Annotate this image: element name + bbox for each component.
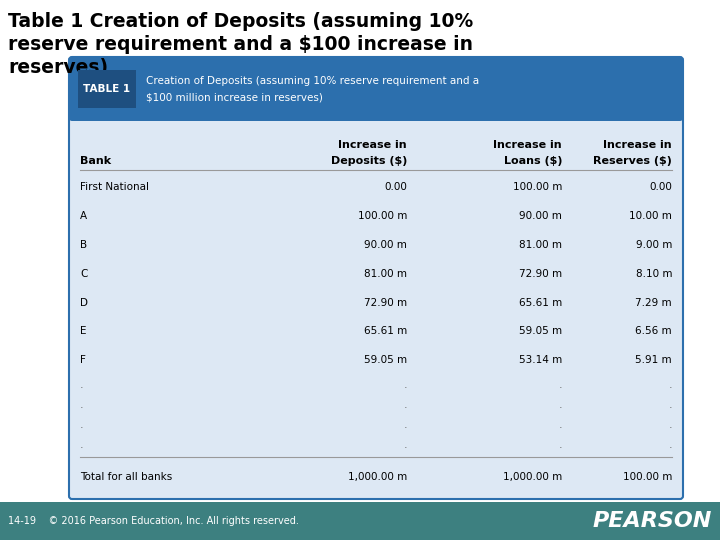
Text: 65.61 m: 65.61 m <box>518 298 562 308</box>
Bar <box>0 502 720 540</box>
Text: 100.00 m: 100.00 m <box>513 183 562 192</box>
Text: 0.00: 0.00 <box>649 183 672 192</box>
Text: 72.90 m: 72.90 m <box>364 298 407 308</box>
Text: F: F <box>80 355 86 366</box>
Text: 90.00 m: 90.00 m <box>519 211 562 221</box>
Text: 1,000.00 m: 1,000.00 m <box>503 472 562 482</box>
Text: A: A <box>80 211 87 221</box>
Text: C: C <box>80 269 87 279</box>
Text: Bank: Bank <box>80 156 111 166</box>
Text: 81.00 m: 81.00 m <box>364 269 407 279</box>
Text: 6.56 m: 6.56 m <box>635 327 672 336</box>
Text: Table 1 Creation of Deposits (assuming 10%
reserve requirement and a $100 increa: Table 1 Creation of Deposits (assuming 1… <box>8 12 473 77</box>
Text: Increase in: Increase in <box>338 140 407 150</box>
Text: 9.00 m: 9.00 m <box>636 240 672 250</box>
Text: .: . <box>668 440 672 450</box>
Text: .: . <box>559 380 562 390</box>
Text: .: . <box>80 380 84 390</box>
Text: First National: First National <box>80 183 149 192</box>
Text: Loans ($): Loans ($) <box>503 156 562 166</box>
Text: 81.00 m: 81.00 m <box>519 240 562 250</box>
Text: .: . <box>668 400 672 410</box>
Text: .: . <box>559 440 562 450</box>
Text: .: . <box>403 440 407 450</box>
Text: B: B <box>80 240 87 250</box>
Text: TABLE 1: TABLE 1 <box>84 84 130 94</box>
Text: .: . <box>403 380 407 390</box>
Text: .: . <box>80 400 84 410</box>
Text: 10.00 m: 10.00 m <box>629 211 672 221</box>
Text: .: . <box>403 400 407 410</box>
Text: 90.00 m: 90.00 m <box>364 240 407 250</box>
Text: 72.90 m: 72.90 m <box>519 269 562 279</box>
Text: D: D <box>80 298 88 308</box>
Text: $100 million increase in reserves): $100 million increase in reserves) <box>146 92 323 102</box>
Text: .: . <box>403 420 407 430</box>
Text: 0.00: 0.00 <box>384 183 407 192</box>
Bar <box>72 60 680 118</box>
Text: 8.10 m: 8.10 m <box>636 269 672 279</box>
Text: .: . <box>80 420 84 430</box>
Text: Increase in: Increase in <box>603 140 672 150</box>
Text: .: . <box>559 400 562 410</box>
Text: .: . <box>668 420 672 430</box>
Text: Increase in: Increase in <box>493 140 562 150</box>
Text: E: E <box>80 327 86 336</box>
Text: Creation of Deposits (assuming 10% reserve requirement and a: Creation of Deposits (assuming 10% reser… <box>146 76 479 86</box>
FancyBboxPatch shape <box>69 57 683 121</box>
Text: 7.29 m: 7.29 m <box>635 298 672 308</box>
Bar <box>72 89 680 118</box>
Text: .: . <box>668 380 672 390</box>
Bar <box>78 70 136 108</box>
Text: 59.05 m: 59.05 m <box>364 355 407 366</box>
Text: 1,000.00 m: 1,000.00 m <box>348 472 407 482</box>
Text: .: . <box>559 420 562 430</box>
Text: 14-19    © 2016 Pearson Education, Inc. All rights reserved.: 14-19 © 2016 Pearson Education, Inc. All… <box>8 516 299 526</box>
Text: 100.00 m: 100.00 m <box>623 472 672 482</box>
Text: 53.14 m: 53.14 m <box>518 355 562 366</box>
Text: .: . <box>80 440 84 450</box>
Text: Total for all banks: Total for all banks <box>80 472 172 482</box>
Text: PEARSON: PEARSON <box>593 511 712 531</box>
Text: 65.61 m: 65.61 m <box>364 327 407 336</box>
Text: 100.00 m: 100.00 m <box>358 211 407 221</box>
Text: 59.05 m: 59.05 m <box>519 327 562 336</box>
Text: Reserves ($): Reserves ($) <box>593 156 672 166</box>
FancyBboxPatch shape <box>69 57 683 499</box>
Text: 5.91 m: 5.91 m <box>635 355 672 366</box>
Text: Deposits ($): Deposits ($) <box>330 156 407 166</box>
